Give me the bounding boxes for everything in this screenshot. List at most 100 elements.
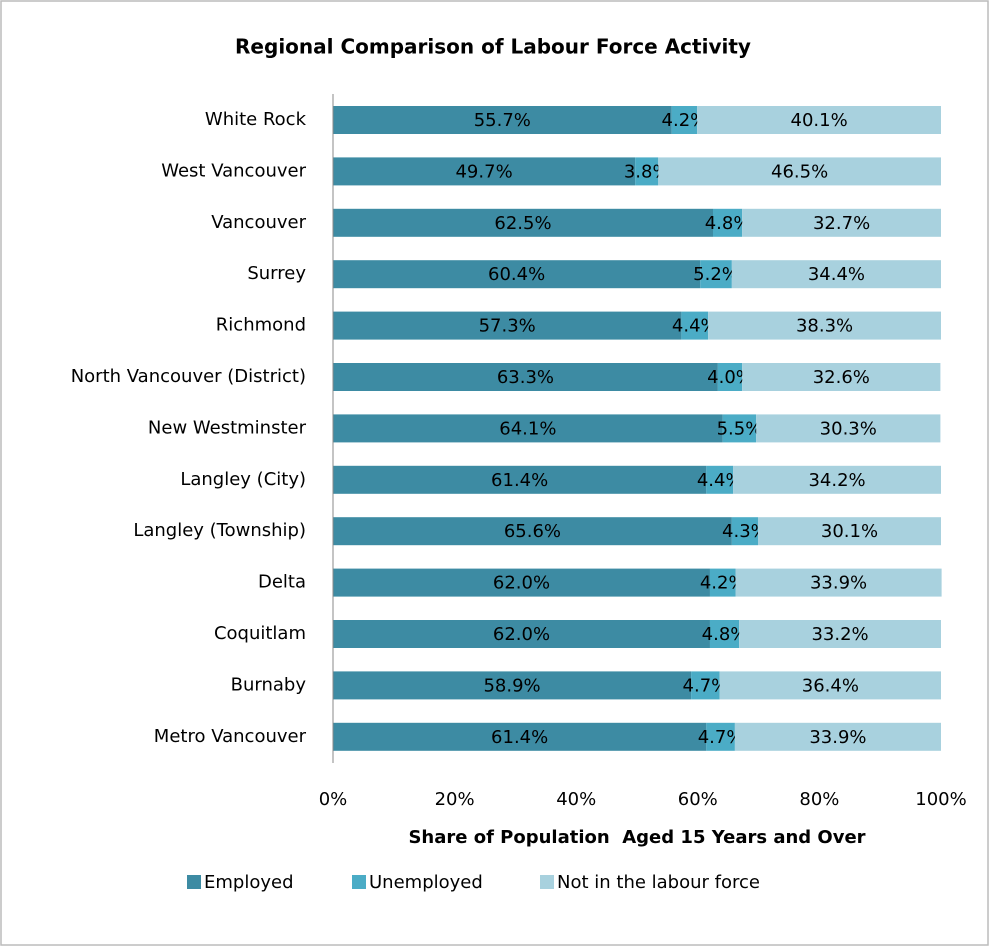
bar-segment — [731, 517, 758, 546]
bar-segment — [333, 363, 718, 391]
bar-segment — [333, 620, 710, 648]
bar-segment — [706, 722, 735, 751]
bar-segment — [333, 311, 682, 340]
data-label: 60.4% — [488, 264, 545, 285]
bar-segment — [756, 414, 941, 443]
data-label: 61.4% — [491, 470, 548, 491]
data-label: 4.3% — [722, 521, 768, 542]
y-tick-label: North Vancouver (District) — [71, 366, 306, 387]
bar-segment — [742, 363, 941, 391]
data-label: 34.2% — [808, 470, 865, 491]
data-label: 33.9% — [810, 573, 867, 594]
legend-label: Employed — [204, 872, 294, 893]
bar-segment — [697, 106, 941, 134]
bar-segment — [709, 620, 740, 648]
bar-segment — [700, 260, 732, 289]
data-label: 32.6% — [813, 367, 870, 388]
bar-segment — [333, 260, 701, 289]
y-tick-label: West Vancouver — [161, 160, 306, 181]
bar-segment — [709, 568, 736, 597]
data-label: 36.4% — [802, 675, 859, 696]
bar-segment — [708, 311, 941, 340]
data-label: 49.7% — [455, 161, 512, 182]
bar-segment — [735, 568, 942, 597]
y-tick-label: Burnaby — [231, 674, 307, 695]
chart-title: Regional Comparison of Labour Force Acti… — [235, 35, 751, 59]
data-label: 3.8% — [624, 161, 670, 182]
bar-segment — [333, 208, 713, 237]
data-label: 5.5% — [717, 418, 763, 439]
data-label: 4.7% — [683, 675, 729, 696]
y-tick-label: Surrey — [247, 263, 306, 284]
bar-segment — [658, 157, 941, 186]
y-tick-label: New Westminster — [148, 417, 307, 438]
y-tick-label: Vancouver — [211, 212, 306, 233]
legend-swatch — [540, 875, 554, 889]
bar-segment — [333, 568, 710, 597]
legend-label: Not in the labour force — [557, 872, 760, 893]
bar-segment — [757, 517, 941, 546]
legend-swatch — [187, 875, 201, 889]
bar-segment — [333, 722, 707, 751]
bar-segment — [333, 465, 707, 494]
bar-segment — [734, 722, 941, 751]
data-label: 4.2% — [700, 573, 746, 594]
data-label: 65.6% — [504, 521, 561, 542]
x-tick-label: 80% — [799, 789, 839, 810]
data-label: 34.4% — [808, 264, 865, 285]
data-label: 30.1% — [821, 521, 878, 542]
data-label: 38.3% — [796, 316, 853, 337]
legend-label: Unemployed — [369, 872, 483, 893]
data-label: 58.9% — [483, 675, 540, 696]
data-label: 4.8% — [702, 624, 748, 645]
data-label: 62.0% — [493, 573, 550, 594]
data-label: 4.7% — [698, 727, 744, 748]
bar-segment — [635, 157, 659, 186]
bar-segment — [717, 363, 743, 391]
data-label: 4.4% — [672, 316, 718, 337]
data-label: 55.7% — [474, 110, 531, 131]
data-label: 30.3% — [820, 418, 877, 439]
y-tick-label: Metro Vancouver — [154, 726, 307, 747]
bar-segment — [333, 106, 672, 134]
bar-segment — [333, 671, 692, 700]
bar-segment — [719, 671, 941, 700]
bar-segment — [691, 671, 720, 700]
legend-swatch — [352, 875, 366, 889]
x-tick-label: 60% — [678, 789, 718, 810]
bar-segment — [713, 208, 743, 237]
data-label: 33.2% — [811, 624, 868, 645]
data-label: 63.3% — [497, 367, 554, 388]
bar-segment — [333, 157, 636, 186]
y-tick-label: Delta — [258, 572, 306, 593]
x-axis-title: Share of Population Aged 15 Years and Ov… — [408, 827, 865, 848]
data-label: 61.4% — [491, 727, 548, 748]
bar-segment — [733, 465, 941, 494]
y-tick-label: Coquitlam — [214, 623, 306, 644]
bar-segment — [731, 260, 941, 289]
y-tick-label: Richmond — [216, 315, 306, 336]
y-tick-label: Langley (Township) — [133, 520, 306, 541]
bar-segment — [671, 106, 698, 134]
bar-segment — [742, 208, 941, 237]
data-label: 64.1% — [499, 418, 556, 439]
bar-segment — [681, 311, 709, 340]
x-tick-label: 0% — [319, 789, 348, 810]
data-label: 32.7% — [813, 213, 870, 234]
data-label: 46.5% — [771, 161, 828, 182]
data-label: 40.1% — [791, 110, 848, 131]
data-label: 57.3% — [479, 316, 536, 337]
data-label: 5.2% — [693, 264, 739, 285]
data-label: 62.0% — [493, 624, 550, 645]
data-label: 33.9% — [809, 727, 866, 748]
x-tick-label: 100% — [915, 789, 966, 810]
bar-segment — [333, 517, 732, 546]
bar-segment — [739, 620, 941, 648]
data-label: 62.5% — [494, 213, 551, 234]
bar-segment — [722, 414, 757, 443]
bar-segment — [333, 414, 723, 443]
data-label: 4.2% — [662, 110, 708, 131]
y-tick-label: Langley (City) — [180, 469, 306, 490]
data-label: 4.4% — [697, 470, 743, 491]
